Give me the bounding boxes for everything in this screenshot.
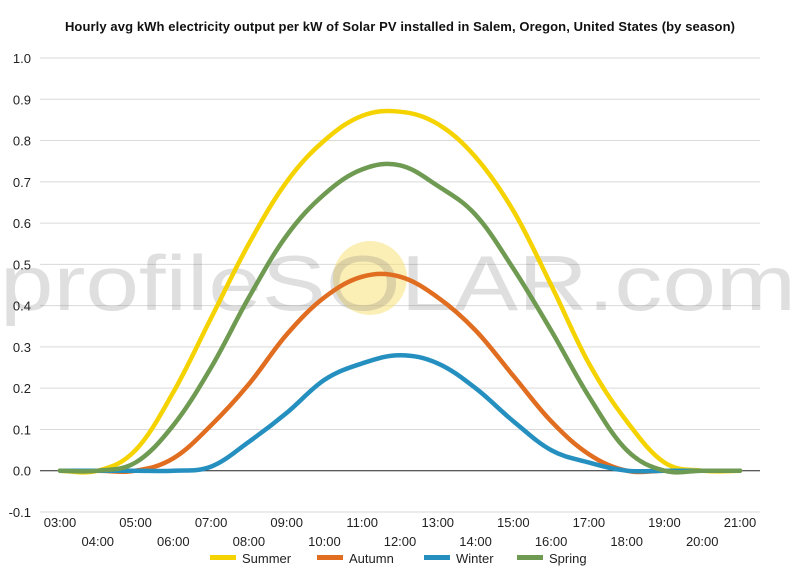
x-tick-label: 08:00 <box>233 534 266 549</box>
x-axis-ticks: 03:00 04:00 05:00 06:00 07:00 08:00 09:00 10:00… <box>44 515 757 549</box>
legend-label-autumn: Autumn <box>349 551 394 566</box>
legend-swatch-summer <box>210 555 236 560</box>
y-tick-label: 0.3 <box>13 340 31 355</box>
legend-label-winter: Winter <box>456 551 494 566</box>
y-tick-label: 0.9 <box>13 92 31 107</box>
y-tick-label: 0.8 <box>13 134 31 149</box>
legend-swatch-winter <box>424 555 450 560</box>
watermark-text: profileSOLAR.com <box>0 239 796 327</box>
x-tick-label: 11:00 <box>346 515 378 530</box>
x-tick-label: 04:00 <box>82 534 115 549</box>
x-tick-label: 19:00 <box>648 515 681 530</box>
x-tick-label: 21:00 <box>724 515 757 530</box>
series-lines <box>57 108 743 475</box>
legend-label-spring: Spring <box>549 551 587 566</box>
grid-lines <box>40 57 760 513</box>
y-tick-label: 0.0 <box>13 464 31 479</box>
series-line-summer <box>57 108 743 475</box>
y-tick-label: -0.1 <box>9 505 31 520</box>
x-tick-label: 20:00 <box>686 534 719 549</box>
legend-swatch-spring <box>517 555 543 560</box>
x-tick-label: 03:00 <box>44 515 77 530</box>
x-tick-label: 10:00 <box>308 534 341 549</box>
watermark-sun-icon <box>333 241 407 315</box>
chart-title: Hourly avg kWh electricity output per kW… <box>64 19 736 34</box>
y-tick-label: 0.7 <box>13 175 31 190</box>
x-tick-label: 06:00 <box>157 534 190 549</box>
x-tick-label: 15:00 <box>497 515 530 530</box>
y-axis-ticks: -0.1 0.0 0.1 0.2 0.3 0.4 0.5 0.6 0.7 0.8 0.9 1.0 <box>9 51 31 520</box>
x-tick-label: 16:00 <box>535 534 568 549</box>
x-tick-label: 13:00 <box>422 515 455 530</box>
x-tick-label: 14:00 <box>459 534 492 549</box>
y-tick-label: 0.5 <box>13 257 31 272</box>
y-tick-label: 0.4 <box>13 299 31 314</box>
x-tick-label: 12:00 <box>384 534 417 549</box>
series-line-winter <box>57 352 743 474</box>
y-tick-label: 0.1 <box>13 422 31 437</box>
x-tick-label: 05:00 <box>119 515 152 530</box>
x-tick-label: 18:00 <box>610 534 643 549</box>
series-line-spring <box>57 161 743 475</box>
profilesolar-watermark: profileSOLAR.com <box>0 239 796 327</box>
legend-label-summer: Summer <box>242 551 292 566</box>
x-tick-label: 17:00 <box>573 515 606 530</box>
legend-swatch-autumn <box>317 555 343 560</box>
y-tick-label: 1.0 <box>13 51 31 66</box>
x-tick-label: 07:00 <box>195 515 228 530</box>
y-tick-label: 0.2 <box>13 381 31 396</box>
x-tick-label: 09:00 <box>270 515 303 530</box>
legend: Summer Autumn Winter Spring <box>210 551 587 566</box>
y-tick-label: 0.6 <box>13 216 31 231</box>
